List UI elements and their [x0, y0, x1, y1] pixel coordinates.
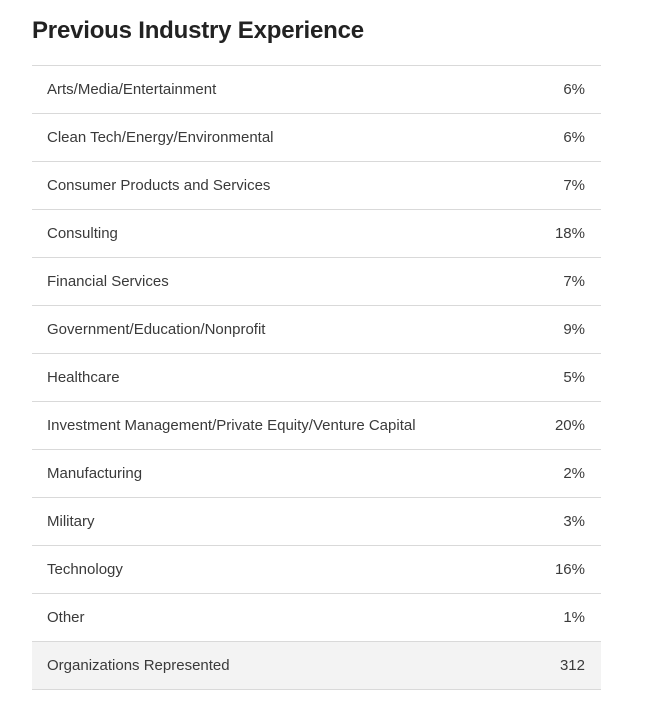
table-row: Healthcare 5%: [32, 354, 601, 402]
industry-percentage: 6%: [563, 81, 585, 98]
industry-percentage: 7%: [563, 273, 585, 290]
industry-percentage: 6%: [563, 129, 585, 146]
industry-percentage: 3%: [563, 513, 585, 530]
industry-label: Consumer Products and Services: [47, 177, 271, 194]
table-row: Consulting 18%: [32, 210, 601, 258]
industry-label: Technology: [47, 561, 123, 578]
industry-label: Manufacturing: [47, 465, 143, 482]
table-row: Other 1%: [32, 594, 601, 642]
industry-label: Investment Management/Private Equity/Ven…: [47, 417, 416, 434]
industry-percentage: 1%: [563, 609, 585, 626]
industry-label: Financial Services: [47, 273, 169, 290]
industry-label: Government/Education/Nonprofit: [47, 321, 266, 338]
table-row: Technology 16%: [32, 546, 601, 594]
table-row: Government/Education/Nonprofit 9%: [32, 306, 601, 354]
industry-table: Arts/Media/Entertainment 6% Clean Tech/E…: [32, 65, 601, 690]
total-row: Organizations Represented 312: [32, 642, 601, 690]
table-row: Consumer Products and Services 7%: [32, 162, 601, 210]
total-value: 312: [559, 657, 585, 674]
industry-percentage: 20%: [554, 417, 585, 434]
industry-percentage: 18%: [554, 225, 585, 242]
industry-percentage: 5%: [563, 369, 585, 386]
industry-percentage: 7%: [563, 177, 585, 194]
industry-percentage: 16%: [554, 561, 585, 578]
total-label: Organizations Represented: [47, 657, 230, 674]
table-row: Military 3%: [32, 498, 601, 546]
industry-label: Other: [47, 609, 85, 626]
industry-label: Military: [47, 513, 95, 530]
industry-percentage: 2%: [563, 465, 585, 482]
table-row: Arts/Media/Entertainment 6%: [32, 66, 601, 114]
table-row: Investment Management/Private Equity/Ven…: [32, 402, 601, 450]
industry-label: Healthcare: [47, 369, 120, 386]
table-row: Manufacturing 2%: [32, 450, 601, 498]
industry-label: Consulting: [47, 225, 118, 242]
industry-label: Arts/Media/Entertainment: [47, 81, 217, 98]
table-row: Clean Tech/Energy/Environmental 6%: [32, 114, 601, 162]
industry-percentage: 9%: [563, 321, 585, 338]
table-row: Financial Services 7%: [32, 258, 601, 306]
section-title: Previous Industry Experience: [32, 17, 364, 44]
industry-experience-section: Previous Industry Experience Arts/Media/…: [32, 0, 601, 690]
industry-label: Clean Tech/Energy/Environmental: [47, 129, 274, 146]
